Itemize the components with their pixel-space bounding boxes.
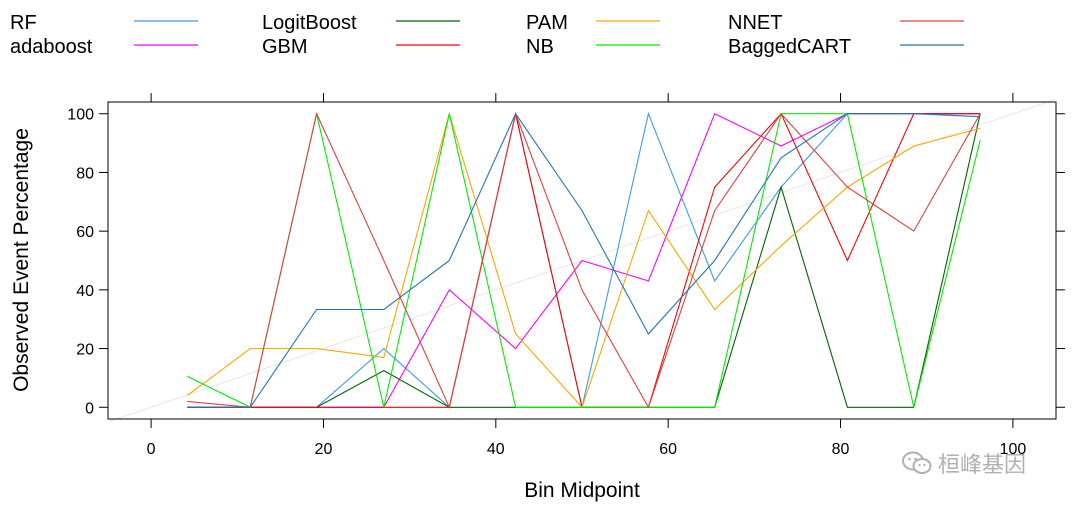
legend-item-adaboost: adaboost [10,36,198,58]
x-tick-label: 80 [832,441,850,458]
legend-label: GBM [262,36,308,58]
wechat-icon [902,451,932,474]
y-axis-label: Observed Event Percentage [10,128,33,392]
y-tick-label: 100 [67,107,94,124]
legend-item-rf: RF [10,12,198,34]
y-tick-label: 60 [76,224,94,241]
x-tick-label: 60 [659,441,677,458]
legend-label: NB [526,36,554,58]
legend-label: PAM [526,12,568,34]
legend-item-nb: NB [526,36,660,58]
legend-label: BaggedCART [728,36,851,58]
series-line-nnet [187,111,981,410]
legend-label: RF [10,12,37,34]
legend-label: NNET [728,12,782,34]
series-lines [186,111,981,410]
watermark: 桓峰基因 [902,446,1026,480]
x-tick-label: 40 [487,441,505,458]
legend-item-logitboost: LogitBoost [262,12,460,34]
legend-item-nnet: NNET [728,12,964,34]
legend-item-gbm: GBM [262,36,460,58]
y-tick-label: 40 [76,283,94,300]
legend-label: adaboost [10,36,93,58]
legend-item-pam: PAM [526,12,660,34]
y-axis: 0 20 40 60 80 100 [67,107,1065,417]
watermark-text: 桓峰基因 [938,453,1027,478]
x-tick-label: 0 [147,441,156,458]
plot-frame [107,101,1057,420]
legend-label: LogitBoost [262,12,357,34]
series-line-baggedcart [187,112,981,408]
x-axis-label: Bin Midpoint [524,479,640,502]
x-axis: 0 20 40 60 80 100 [147,93,1027,458]
y-tick-label: 0 [85,400,94,417]
y-tick-label: 20 [76,342,94,359]
y-tick-label: 80 [76,165,94,182]
x-tick-label: 100 [1000,441,1027,458]
x-tick-label: 20 [315,441,333,458]
legend-item-baggedcart: BaggedCART [728,36,964,58]
